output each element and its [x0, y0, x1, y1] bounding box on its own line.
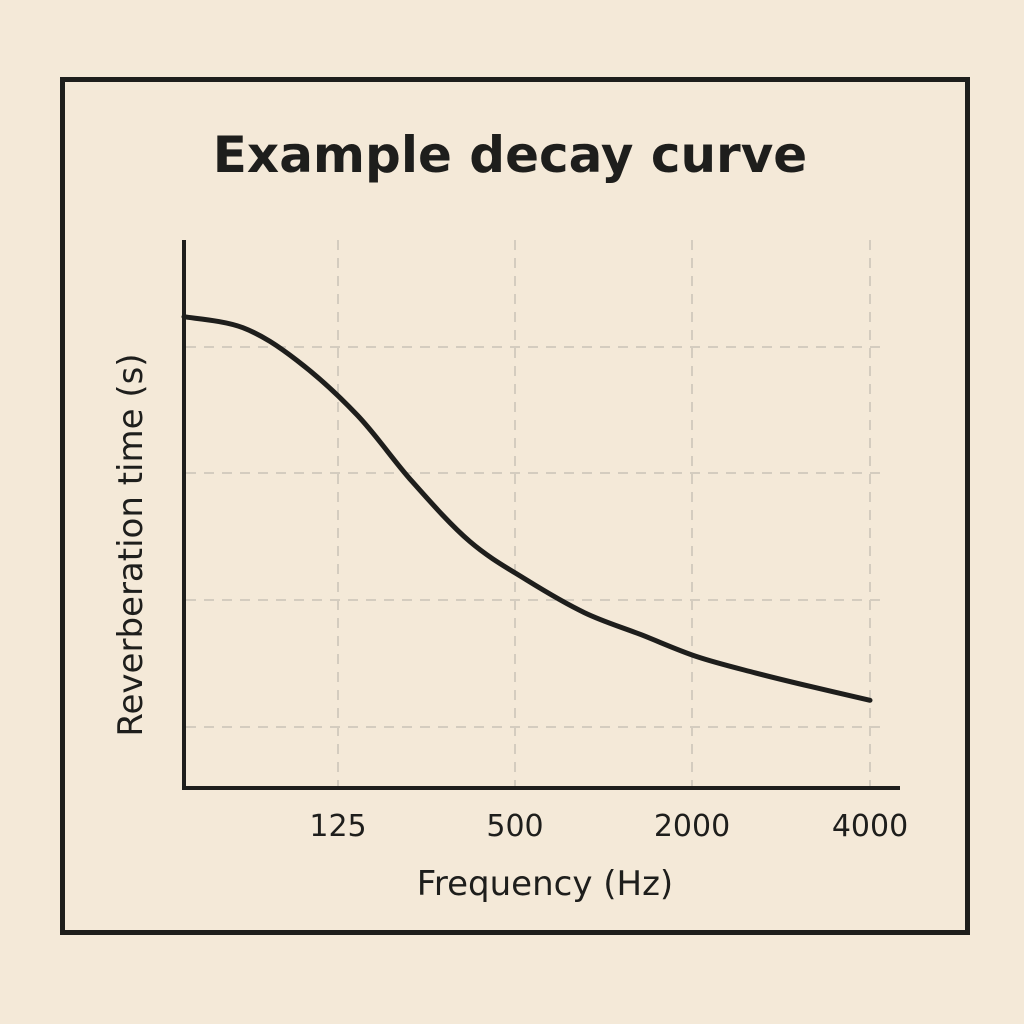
series-layer [181, 314, 873, 703]
y-axis-title: Reverberation time (s) [111, 353, 151, 736]
x-tick-label: 2000 [654, 809, 730, 844]
x-tick-labels: 125 500 2000 4000 [309, 809, 908, 844]
axes [182, 240, 900, 790]
x-tick-label: 4000 [832, 809, 908, 844]
chart-title: Example decay curve [212, 126, 808, 184]
x-tick-label: 500 [486, 809, 543, 844]
decay-curve-line [181, 314, 873, 703]
grid [186, 240, 888, 786]
chart-frame [60, 77, 970, 935]
x-tick-label: 125 [309, 809, 366, 844]
x-axis-title: Frequency (Hz) [417, 864, 673, 904]
